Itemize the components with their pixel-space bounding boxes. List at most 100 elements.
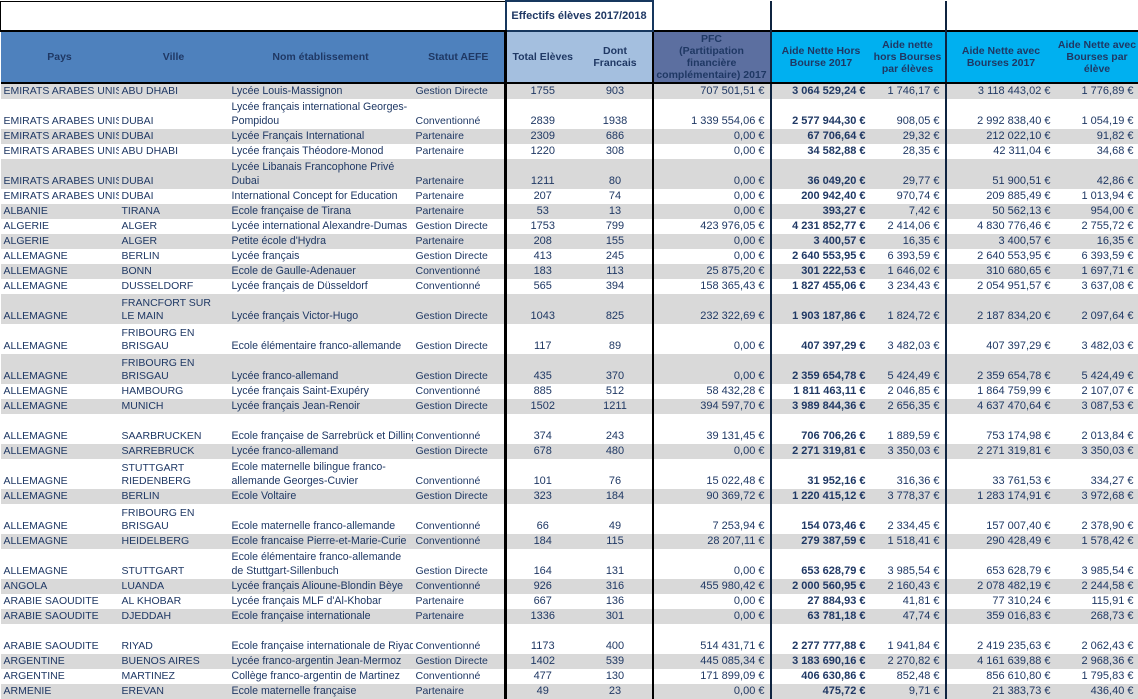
cell-statut[interactable]: Conventionné	[412, 579, 506, 594]
cell-total[interactable]: 885	[504, 384, 579, 399]
cell-pfc[interactable]: 58 432,28 €	[651, 384, 771, 399]
cell-hors_el[interactable]: 47,74 €	[870, 609, 946, 624]
cell-hors_el[interactable]: 1 824,72 €	[870, 294, 946, 324]
cell-statut[interactable]: Gestion Directe	[412, 83, 506, 99]
cell-avec_el[interactable]: 16,35 €	[1055, 234, 1138, 249]
cell-ville[interactable]: STUTTGART	[118, 549, 229, 579]
cell-hors_el[interactable]: 2 160,43 €	[870, 579, 946, 594]
cell-nom[interactable]: Lycée français Théodore-Monod	[228, 144, 413, 159]
cell-avec_el[interactable]: 34,68 €	[1055, 144, 1138, 159]
cell-statut[interactable]: Conventionné	[412, 279, 506, 294]
cell-nom[interactable]: Lycée franco-argentin Jean-Mermoz	[228, 654, 413, 669]
column-header-aide-hors[interactable]: Aide Nette Hors Bourse 2017	[769, 30, 871, 84]
cell-total[interactable]: 1755	[504, 83, 579, 99]
cell-hors[interactable]: 475,72 €	[769, 684, 871, 699]
cell-avec_el[interactable]: 436,40 €	[1055, 684, 1138, 699]
cell-pays[interactable]: EMIRATS ARABES UNIS	[0, 99, 119, 129]
top-blank-avec-cell[interactable]	[944, 1, 1138, 31]
cell-hors_el[interactable]: 16,35 €	[870, 234, 946, 249]
cell-statut[interactable]: Gestion Directe	[412, 219, 506, 234]
cell-pays[interactable]: ALLEMAGNE	[0, 534, 119, 549]
cell-avec_el[interactable]: 954,00 €	[1055, 204, 1138, 219]
cell-avec_el[interactable]: 3 482,03 €	[1055, 324, 1138, 354]
cell-avec[interactable]: 2 187 834,20 €	[944, 294, 1056, 324]
cell-hors[interactable]: 393,27 €	[769, 204, 871, 219]
cell-avec[interactable]: 3 118 443,02 €	[944, 83, 1056, 99]
cell-ville[interactable]: ABU DHABI	[118, 144, 229, 159]
cell-total[interactable]: 53	[504, 204, 579, 219]
cell-pays[interactable]: ANGOLA	[0, 579, 119, 594]
cell-total[interactable]: 1043	[504, 294, 579, 324]
cell-ville[interactable]: FRIBOURG EN BRISGAU	[118, 354, 229, 384]
cell-avec_el[interactable]: 91,82 €	[1055, 129, 1138, 144]
cell-statut[interactable]: Gestion Directe	[412, 654, 506, 669]
cell-total[interactable]: 1402	[504, 654, 579, 669]
cell-avec_el[interactable]: 1 776,89 €	[1055, 83, 1138, 99]
cell-total[interactable]: 678	[504, 444, 579, 459]
cell-hors[interactable]: 1 811 463,11 €	[769, 384, 871, 399]
cell-statut[interactable]: Partenaire	[412, 129, 506, 144]
cell-total[interactable]: 1753	[504, 219, 579, 234]
cell-nom[interactable]: Ecole maternelle franco-allemande	[228, 504, 413, 534]
cell-ville[interactable]: BUENOS AIRES	[118, 654, 229, 669]
cell-hors_el[interactable]: 316,36 €	[870, 459, 946, 489]
cell-nom[interactable]: Lycée Louis-Massignon	[228, 83, 413, 99]
cell-hors_el[interactable]: 28,35 €	[870, 144, 946, 159]
cell-hors_el[interactable]: 5 424,49 €	[870, 354, 946, 384]
cell-pays[interactable]: ALLEMAGNE	[0, 459, 119, 489]
cell-statut[interactable]: Partenaire	[412, 189, 506, 204]
cell-avec[interactable]: 42 311,04 €	[944, 144, 1056, 159]
cell-pfc[interactable]: 707 501,51 €	[651, 83, 771, 99]
cell-pfc[interactable]: 0,00 €	[651, 444, 771, 459]
cell-dont[interactable]: 400	[578, 624, 653, 654]
cell-avec_el[interactable]: 268,73 €	[1055, 609, 1138, 624]
cell-nom[interactable]: Ecole française internationale	[228, 609, 413, 624]
cell-statut[interactable]: Conventionné	[412, 414, 506, 444]
cell-avec[interactable]: 3 400,57 €	[944, 234, 1056, 249]
cell-avec[interactable]: 2 419 235,63 €	[944, 624, 1056, 654]
cell-avec[interactable]: 21 383,73 €	[944, 684, 1056, 699]
cell-total[interactable]: 183	[504, 264, 579, 279]
top-blank-pfc-cell[interactable]	[651, 1, 771, 31]
cell-statut[interactable]: Gestion Directe	[412, 354, 506, 384]
cell-dont[interactable]: 49	[578, 504, 653, 534]
cell-pfc[interactable]: 0,00 €	[651, 234, 771, 249]
cell-nom[interactable]: Collège franco-argentin de Martinez	[228, 669, 413, 684]
cell-nom[interactable]: Petite école d'Hydra	[228, 234, 413, 249]
column-header-statut[interactable]: Statut AEFE	[412, 30, 506, 84]
cell-hors_el[interactable]: 9,71 €	[870, 684, 946, 699]
cell-dont[interactable]: 799	[578, 219, 653, 234]
cell-pfc[interactable]: 0,00 €	[651, 609, 771, 624]
cell-hors_el[interactable]: 3 234,43 €	[870, 279, 946, 294]
cell-avec[interactable]: 157 007,40 €	[944, 504, 1056, 534]
cell-avec_el[interactable]: 5 424,49 €	[1055, 354, 1138, 384]
cell-hors_el[interactable]: 2 334,45 €	[870, 504, 946, 534]
cell-avec[interactable]: 753 174,98 €	[944, 414, 1056, 444]
cell-avec[interactable]: 359 016,83 €	[944, 609, 1056, 624]
cell-pays[interactable]: ALLEMAGNE	[0, 279, 119, 294]
cell-avec[interactable]: 2 271 319,81 €	[944, 444, 1056, 459]
cell-total[interactable]: 66	[504, 504, 579, 534]
cell-hors[interactable]: 407 397,29 €	[769, 324, 871, 354]
cell-nom[interactable]: Lycée français	[228, 249, 413, 264]
cell-dont[interactable]: 243	[578, 414, 653, 444]
cell-nom[interactable]: Lycée français MLF d'Al-Khobar	[228, 594, 413, 609]
cell-total[interactable]: 374	[504, 414, 579, 444]
cell-hors[interactable]: 4 231 852,77 €	[769, 219, 871, 234]
cell-ville[interactable]: TIRANA	[118, 204, 229, 219]
cell-hors[interactable]: 2 277 777,88 €	[769, 624, 871, 654]
cell-ville[interactable]: SAARBRUCKEN	[118, 414, 229, 444]
cell-pfc[interactable]: 0,00 €	[651, 354, 771, 384]
cell-total[interactable]: 1220	[504, 144, 579, 159]
cell-hors_el[interactable]: 3 350,03 €	[870, 444, 946, 459]
cell-avec[interactable]: 209 885,49 €	[944, 189, 1056, 204]
cell-statut[interactable]: Conventionné	[412, 99, 506, 129]
column-header-total-eleves[interactable]: Total Elèves	[504, 30, 579, 84]
top-blank-hors-cell[interactable]	[769, 1, 946, 31]
cell-pfc[interactable]: 90 369,72 €	[651, 489, 771, 504]
cell-nom[interactable]: Ecole française internationale de Riyad	[228, 624, 413, 654]
cell-dont[interactable]: 113	[578, 264, 653, 279]
cell-nom[interactable]: International Concept for Education	[228, 189, 413, 204]
cell-pfc[interactable]: 232 322,69 €	[651, 294, 771, 324]
cell-nom[interactable]: Ecole élémentaire franco-allemande	[228, 324, 413, 354]
